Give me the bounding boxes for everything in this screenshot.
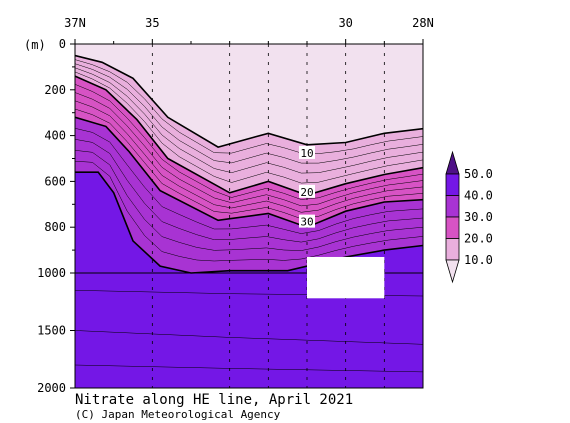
contour-30 bbox=[75, 116, 423, 229]
colorbar-top-arrow bbox=[445, 150, 460, 175]
blank-box bbox=[307, 256, 385, 299]
colorbar-label: 10.0 bbox=[464, 253, 493, 267]
y-tick-label: 2000 bbox=[37, 381, 66, 395]
colorbar-label: 50.0 bbox=[464, 167, 493, 181]
x-tick-label: 37N bbox=[64, 16, 86, 30]
plot-frame bbox=[74, 43, 424, 389]
x-axis: 37N 35 30 28N bbox=[64, 16, 434, 44]
contour-label-20: 20 bbox=[300, 186, 313, 199]
colorbar-segment bbox=[445, 238, 460, 261]
chart-title: Nitrate along HE line, April 2021 bbox=[75, 392, 353, 408]
y-tick-label: 400 bbox=[44, 129, 66, 143]
colorbar-label: 40.0 bbox=[464, 189, 493, 203]
y-tick-label: 1000 bbox=[37, 266, 66, 280]
y-unit-label: (m) bbox=[24, 38, 46, 52]
colorbar-segment bbox=[445, 195, 460, 218]
y-tick-label: 0 bbox=[59, 37, 66, 51]
y-tick-label: 1500 bbox=[37, 324, 66, 338]
contour-minor bbox=[75, 84, 423, 200]
x-tick-label: 28N bbox=[412, 16, 434, 30]
colorbar-segment bbox=[445, 173, 460, 196]
contour-minor bbox=[75, 67, 423, 174]
contour-minor bbox=[75, 63, 423, 164]
colorbar-label: 30.0 bbox=[464, 210, 493, 224]
colorbar: 50.0 40.0 30.0 20.0 10.0 bbox=[445, 150, 493, 284]
colorbar-segment bbox=[445, 216, 460, 239]
contour-label-10: 10 bbox=[300, 147, 313, 160]
colorbar-label: 20.0 bbox=[464, 232, 493, 246]
x-tick-label: 30 bbox=[338, 16, 352, 30]
contour-label-bg bbox=[299, 145, 315, 159]
contour-label-bg bbox=[299, 214, 315, 228]
contour-minor bbox=[75, 108, 423, 219]
band-1 bbox=[75, 44, 423, 148]
contour-label-30: 30 bbox=[300, 216, 313, 229]
y-axis: 0 200 400 600 800 1000 1500 2000 bbox=[37, 37, 75, 395]
plot-overlays bbox=[75, 256, 423, 299]
contour-minor bbox=[75, 92, 423, 207]
contour-labels: 10 20 30 bbox=[299, 145, 315, 229]
y-tick-label: 200 bbox=[44, 83, 66, 97]
contour-minor bbox=[75, 59, 423, 154]
contour-label-bg bbox=[299, 184, 315, 198]
colorbar-bottom-arrow bbox=[445, 259, 460, 284]
contour-minor bbox=[75, 100, 423, 213]
credit-text: (C) Japan Meteorological Agency bbox=[75, 408, 281, 421]
contour-minor bbox=[75, 160, 423, 262]
x-tick-label: 35 bbox=[145, 16, 159, 30]
contour-10 bbox=[75, 54, 423, 148]
contour-minor bbox=[75, 71, 423, 184]
contour-minor bbox=[75, 128, 423, 234]
contour-deep bbox=[75, 330, 423, 345]
y-tick-label: 600 bbox=[44, 174, 66, 188]
y-tick-label: 800 bbox=[44, 220, 66, 234]
contour-minor bbox=[75, 139, 423, 243]
contour-20 bbox=[75, 75, 423, 196]
contour-minor bbox=[75, 150, 423, 251]
